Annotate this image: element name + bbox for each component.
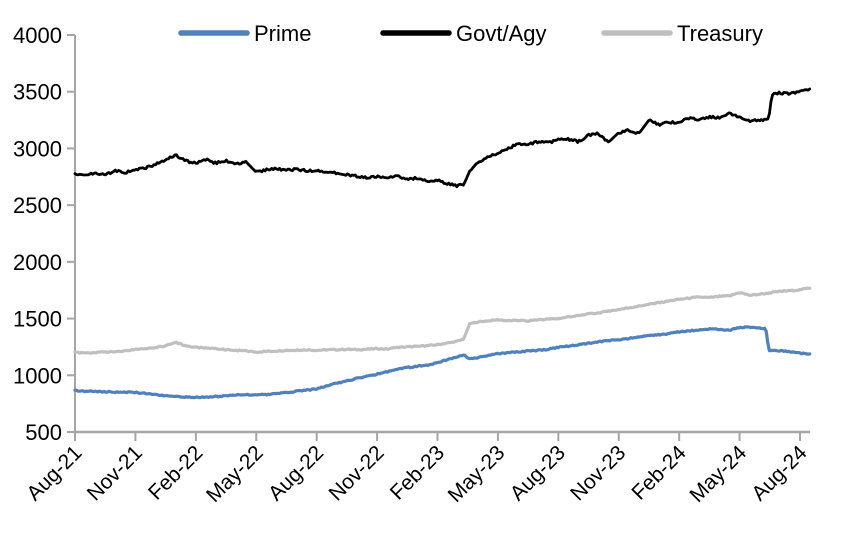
x-tick-label: Feb-22 [144,441,207,504]
y-tick-label: 500 [25,420,62,445]
series-line-treasury [73,286,812,355]
x-tick-label: Aug-23 [506,441,570,505]
x-tick-label: Aug-21 [22,441,86,505]
y-tick-label: 2500 [13,193,62,218]
x-tick-label: Aug-24 [747,441,811,505]
axes: 4000350030002500200015001000500Aug-21Nov… [13,23,812,507]
x-tick-label: May-23 [444,441,510,507]
legend-label-govt-agy: Govt/Agy [456,21,546,46]
x-tick-label: Aug-22 [264,441,328,505]
legend-label-treasury: Treasury [677,21,763,46]
x-tick-label: May-24 [685,441,751,507]
series-line-prime [73,325,812,400]
legend: Prime Govt/Agy Treasury [178,21,763,46]
y-tick-label: 1000 [13,363,62,388]
y-tick-label: 1500 [13,307,62,332]
y-tick-label: 4000 [13,23,62,48]
x-tick-label: Nov-23 [566,441,630,505]
y-tick-label: 3000 [13,136,62,161]
legend-label-prime: Prime [254,21,311,46]
x-tick-label: Feb-23 [386,441,449,504]
series-lines [73,87,812,400]
y-tick-label: 2000 [13,250,62,275]
x-tick-label: Feb-24 [627,441,691,505]
series-line-govt-agy [73,87,812,189]
x-tick-label: Nov-21 [83,441,147,505]
x-tick-label: Nov-22 [324,441,388,505]
x-tick-label: May-22 [202,441,268,507]
y-tick-label: 3500 [13,80,62,105]
